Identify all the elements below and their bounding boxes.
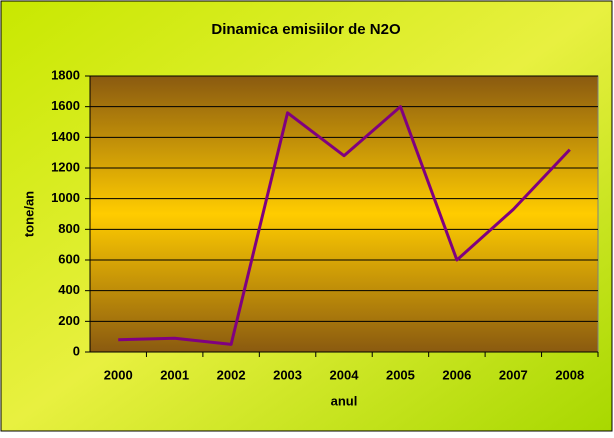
y-tick-label: 1400 <box>51 129 80 144</box>
plot-area <box>89 75 599 353</box>
y-tick-label: 1000 <box>51 190 80 205</box>
y-tick-label: 400 <box>58 282 80 297</box>
x-tick-label: 2000 <box>104 367 133 382</box>
x-tick-label: 2006 <box>442 367 471 382</box>
y-tick-label: 1200 <box>51 159 80 174</box>
chart-title: Dinamica emisiilor de N2O <box>211 21 401 38</box>
data-line <box>118 105 571 346</box>
x-tick-label: 2005 <box>386 367 415 382</box>
y-tick-label: 200 <box>58 313 80 328</box>
y-tick-label: 0 <box>73 343 80 358</box>
x-tick-label: 2007 <box>499 367 528 382</box>
y-tick-label: 1800 <box>51 67 80 82</box>
x-axis-label: anul <box>331 393 358 408</box>
y-tick-label: 1600 <box>51 98 80 113</box>
x-tick-label: 2001 <box>160 367 189 382</box>
y-axis-label: tone/an <box>21 191 36 237</box>
y-tick-label: 600 <box>58 251 80 266</box>
x-tick-label: 2003 <box>273 367 302 382</box>
y-tick-label: 800 <box>58 221 80 236</box>
x-tick-label: 2004 <box>330 367 360 382</box>
x-tick-label: 2008 <box>555 367 584 382</box>
x-tick-label: 2002 <box>217 367 246 382</box>
